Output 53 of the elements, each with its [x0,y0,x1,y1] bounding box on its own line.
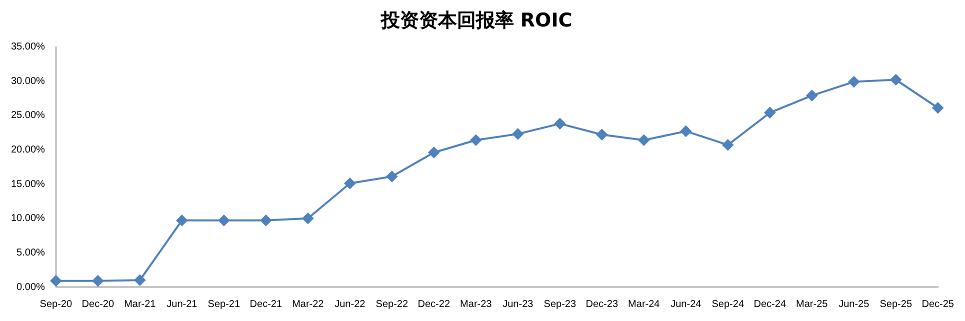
y-tick-label: 0.00% [16,282,46,293]
y-tick-label: 20.00% [10,144,46,156]
point [764,107,776,118]
point [386,171,398,182]
x-tick-label: Sep-25 [880,298,912,310]
point [50,275,62,286]
point [176,214,188,226]
point [680,126,692,137]
point [848,76,860,88]
chart-title: 投资资本回报率 ROIC [380,9,572,32]
point [554,118,566,130]
x-tick-label: Dec-23 [586,298,618,310]
x-tick-label: Jun-22 [334,298,366,310]
x-tick-label: Dec-21 [250,298,282,310]
point [428,146,440,158]
x-tick-label: Mar-25 [796,298,828,310]
y-tick-label: 5.00% [16,247,46,258]
y-tick-label: 15.00% [10,178,46,190]
point [932,102,944,114]
x-tick-label: Jun-23 [502,298,534,310]
x-tick-label: Jun-21 [166,298,198,310]
y-tick-label: 30.00% [10,76,46,87]
x-tick-label: Sep-21 [208,298,240,310]
x-tick-label: Mar-23 [460,298,492,310]
x-tick-label: Sep-20 [40,298,72,310]
x-tick-label: Dec-25 [922,298,954,310]
x-tick-label: Sep-24 [712,298,744,310]
y-tick-label: 25.00% [10,110,46,122]
point [470,134,482,146]
x-tick-label: Mar-21 [124,298,156,310]
point [638,134,650,146]
y-tick-label: 10.00% [10,213,46,224]
point [890,74,902,86]
point [218,214,230,226]
x-tick-label: Mar-22 [292,298,324,310]
point [722,139,734,150]
x-tick-label: Sep-23 [544,298,576,310]
x-tick-label: Jun-24 [670,298,702,310]
point [302,212,314,224]
x-tick-label: Dec-20 [82,298,114,310]
x-tick-label: Jun-25 [838,298,870,310]
point [512,128,524,140]
point [596,129,608,140]
point [134,274,146,286]
point [92,275,104,286]
point [260,214,272,226]
x-tick-label: Mar-24 [628,298,660,310]
point [344,178,356,189]
x-tick-label: Dec-24 [754,298,786,310]
x-tick-label: Sep-22 [376,298,408,310]
y-tick-label: 35.00% [10,42,46,53]
x-tick-label: Dec-22 [418,298,450,310]
point [806,90,818,102]
